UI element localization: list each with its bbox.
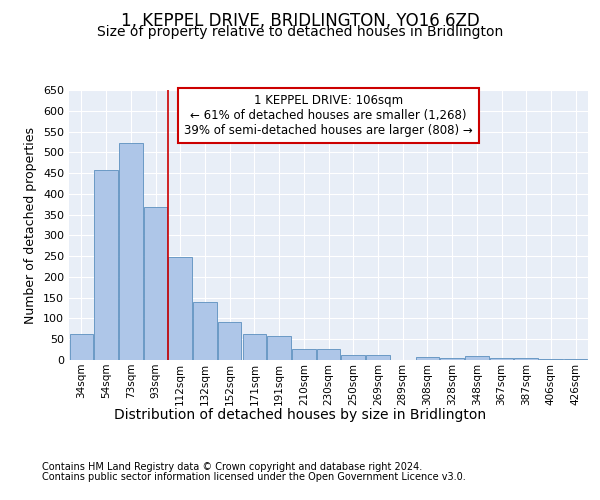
Text: Distribution of detached houses by size in Bridlington: Distribution of detached houses by size … — [114, 408, 486, 422]
Bar — [144, 207, 167, 360]
Bar — [440, 358, 464, 360]
Bar — [341, 356, 365, 360]
Bar — [169, 257, 192, 360]
Bar — [70, 334, 93, 360]
Bar — [465, 356, 488, 360]
Bar — [416, 357, 439, 360]
Text: Contains public sector information licensed under the Open Government Licence v3: Contains public sector information licen… — [42, 472, 466, 482]
Bar — [218, 322, 241, 360]
Y-axis label: Number of detached properties: Number of detached properties — [25, 126, 37, 324]
Bar — [539, 359, 563, 360]
Bar — [564, 359, 587, 360]
Text: Contains HM Land Registry data © Crown copyright and database right 2024.: Contains HM Land Registry data © Crown c… — [42, 462, 422, 472]
Bar — [292, 349, 316, 360]
Bar — [317, 349, 340, 360]
Bar — [366, 355, 389, 360]
Text: 1 KEPPEL DRIVE: 106sqm
← 61% of detached houses are smaller (1,268)
39% of semi-: 1 KEPPEL DRIVE: 106sqm ← 61% of detached… — [184, 94, 473, 137]
Bar — [94, 170, 118, 360]
Bar — [193, 302, 217, 360]
Bar — [119, 143, 143, 360]
Text: 1, KEPPEL DRIVE, BRIDLINGTON, YO16 6ZD: 1, KEPPEL DRIVE, BRIDLINGTON, YO16 6ZD — [121, 12, 479, 30]
Bar — [268, 336, 291, 360]
Bar — [242, 334, 266, 360]
Text: Size of property relative to detached houses in Bridlington: Size of property relative to detached ho… — [97, 25, 503, 39]
Bar — [490, 358, 513, 360]
Bar — [514, 358, 538, 360]
